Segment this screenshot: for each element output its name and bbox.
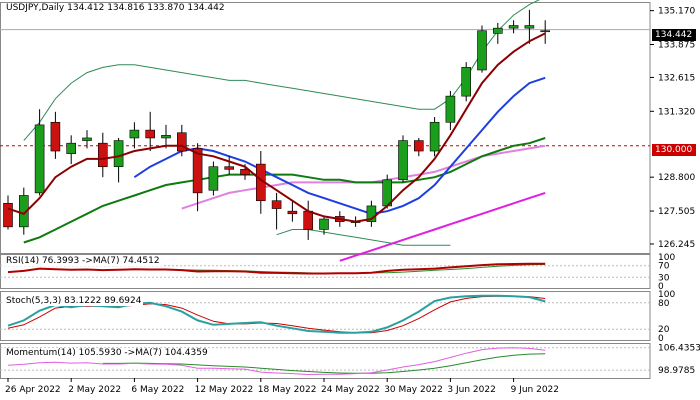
candle-body [82,137,92,141]
ma-slow-line [23,137,546,244]
y-tick-label: 135.170 [658,7,695,17]
momentum-label: Momentum(14) 105.5930 ->MA(7) 104.4359 [4,348,210,358]
candle-body [50,121,61,152]
candle-body [477,30,487,71]
chart-title: USDJPY,Daily 134.412 134.816 133.870 134… [4,3,227,13]
candle-body [319,218,329,230]
candle-body [413,140,424,152]
rsi-level-label: 30 [658,273,670,283]
x-tick-label: 2 May 2022 [68,385,121,395]
stoch-level-label: 0 [658,334,664,344]
candle-body [129,129,140,139]
y-tick-label: 132.615 [658,73,695,83]
y-tick-label: 127.505 [658,207,695,217]
panel-frame-3 [0,343,651,379]
panel-frame-0 [0,2,651,254]
y-tick-label: 133.875 [658,40,695,50]
rsi-level-label: 70 [658,262,670,272]
ma-pink-line [181,144,546,210]
panel-frame-2 [0,291,651,341]
ohlc-values: 134.412 134.816 133.870 134.442 [67,3,225,13]
candle-body [445,95,456,123]
candle-body [192,148,203,194]
candle-body [492,27,503,34]
candle-body [18,195,29,228]
x-tick-label: 24 May 2022 [321,385,380,395]
candle-body [145,129,155,139]
rsi-label: RSI(14) 76.3993 ->MA(7) 74.4512 [4,256,162,266]
candle-body [540,30,551,33]
candle-body [508,25,519,29]
stoch-level-label: 100 [658,290,675,300]
candle-body [429,121,440,152]
x-tick-label: 30 May 2022 [384,385,443,395]
stoch-level-label: 20 [658,325,670,335]
y-tick-label: 126.245 [658,240,695,250]
candle-body [524,25,535,29]
momentum-level-label: 98.9785 [658,366,695,376]
stoch-label: Stoch(5,3,3) 83.1222 89.6924 [4,296,144,306]
candle-body [98,142,108,168]
ma-fast-line [7,32,546,223]
x-tick-label: 6 May 2022 [131,385,184,395]
candle-body [303,210,314,230]
candle-body [3,203,13,228]
y-tick-label: 131.320 [658,107,695,117]
candle-body [287,210,298,215]
instrument-label: USDJPY,Daily [6,3,65,13]
candle-body [240,169,250,175]
band-upper [23,0,540,141]
candle-body [113,140,124,168]
rsi-line-1 [7,262,546,275]
candle-body [208,166,219,191]
x-tick-label: 26 Apr 2022 [5,385,61,395]
candle-body [66,142,76,154]
candle-body [366,205,377,222]
candle-body [34,124,45,194]
momentum-line-0 [102,353,546,374]
candle-body [461,67,472,97]
rsi-level-label: 0 [658,282,664,292]
momentum-line-1 [7,347,546,376]
x-tick-label: 3 Jun 2022 [447,385,495,395]
candle-body [271,200,282,209]
candle-body [398,140,408,181]
y-tick-label: 128.800 [658,173,695,183]
level-price-tag: 130.000 [652,144,696,156]
ma-long-line [339,191,546,262]
x-tick-label: 18 May 2022 [258,385,317,395]
candle-body [224,166,234,170]
x-tick-label: 9 Jun 2022 [511,385,559,395]
last-price-tag: 134.442 [652,29,696,41]
stoch-level-label: 80 [658,299,670,309]
rsi-level-label: 100 [658,253,675,263]
panel-frame-1 [0,254,651,289]
momentum-level-label: 106.4353 [658,344,700,354]
candle-body [161,135,171,139]
candle-body [177,132,187,152]
x-tick-label: 12 May 2022 [195,385,254,395]
ma-mid-line [133,76,546,215]
